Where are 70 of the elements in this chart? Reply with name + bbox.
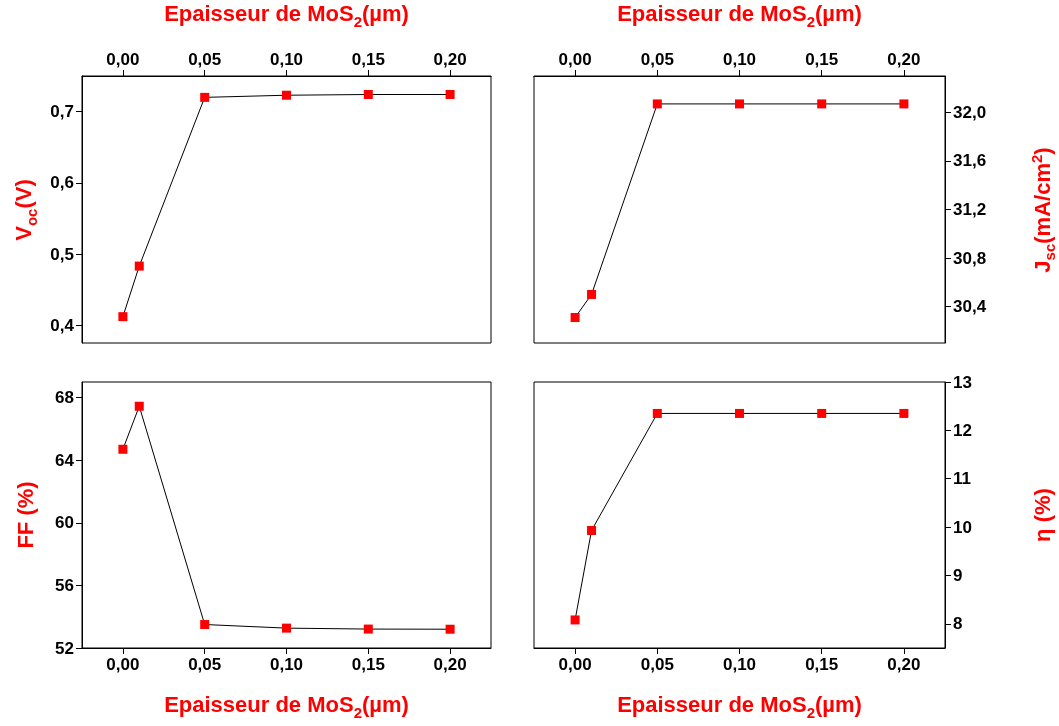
point xyxy=(200,92,210,102)
x-tick-label: 0,05 xyxy=(640,655,674,674)
point xyxy=(570,615,580,625)
y2-tick-label: 10 xyxy=(953,517,972,537)
point xyxy=(282,623,291,633)
x-tick-label: 0,15 xyxy=(351,655,385,674)
point xyxy=(735,99,744,109)
y2-tick-label: 32,0 xyxy=(953,102,987,122)
y2-tick-label: 12 xyxy=(953,420,972,440)
y-tick-label: 52 xyxy=(55,638,74,658)
y2-axis-title: η (%) xyxy=(1030,488,1055,542)
point xyxy=(587,289,597,299)
x-tick-label: 0,10 xyxy=(722,655,757,674)
x-tick-label: 0,05 xyxy=(188,50,222,69)
x-tick-label: 0,00 xyxy=(106,655,140,674)
point xyxy=(735,408,744,418)
y-tick-label: 0,4 xyxy=(50,315,75,335)
point xyxy=(652,99,662,109)
x-axis-title: Epaisseur de MoS$_{2}$(µm) xyxy=(617,692,862,721)
x-tick-label: 0,20 xyxy=(887,50,921,69)
x-tick-label: 0,15 xyxy=(805,655,839,674)
point xyxy=(899,99,909,109)
x-tick-label: 0,00 xyxy=(106,50,140,69)
y-axis-title: FF (%) xyxy=(13,481,38,549)
x-axis-title: Epaisseur de MoS$_{2}$(µm) xyxy=(617,1,862,30)
y-tick-label: 68 xyxy=(55,388,74,408)
y-tick-label: 0,7 xyxy=(50,102,74,122)
point xyxy=(134,401,144,411)
point xyxy=(445,90,455,100)
x-tick-label: 0,20 xyxy=(433,655,467,674)
x-tick-label: 0,10 xyxy=(722,50,757,69)
y2-tick-label: 11 xyxy=(953,469,971,489)
point xyxy=(899,408,909,418)
x-tick-label: 0,20 xyxy=(887,655,921,674)
x-axis-title: Epaisseur de MoS$_{2}$(µm) xyxy=(164,1,409,30)
point xyxy=(134,261,144,271)
y-tick-label: 64 xyxy=(55,450,75,470)
x-axis-title: Epaisseur de MoS$_{2}$(µm) xyxy=(164,692,409,721)
y2-tick-label: 30,4 xyxy=(953,297,987,317)
y-tick-label: 0,6 xyxy=(50,173,74,193)
y2-tick-label: 13 xyxy=(953,372,972,392)
point xyxy=(817,408,827,418)
x-tick-label: 0,15 xyxy=(805,50,839,69)
point xyxy=(445,624,455,634)
point xyxy=(817,99,827,109)
y2-tick-label: 31,2 xyxy=(953,200,987,219)
point xyxy=(587,525,597,535)
point xyxy=(118,444,128,454)
point xyxy=(200,620,210,630)
y-tick-label: 0,5 xyxy=(50,244,74,264)
x-tick-label: 0,20 xyxy=(433,50,467,69)
x-tick-label: 0,10 xyxy=(269,655,304,674)
point xyxy=(118,312,128,322)
y-tick-label: 56 xyxy=(55,575,74,595)
x-tick-label: 0,00 xyxy=(558,655,592,674)
point xyxy=(652,408,662,418)
y2-tick-label: 8 xyxy=(953,614,963,634)
x-tick-label: 0,05 xyxy=(188,655,222,674)
x-tick-label: 0,00 xyxy=(558,50,592,69)
x-tick-label: 0,10 xyxy=(269,50,304,69)
y2-tick-label: 9 xyxy=(953,565,963,585)
point xyxy=(570,313,580,323)
point xyxy=(363,90,373,100)
y2-tick-label: 31,6 xyxy=(953,151,987,171)
y2-tick-label: 30,8 xyxy=(953,248,987,268)
y-tick-label: 60 xyxy=(55,513,74,533)
x-tick-label: 0,15 xyxy=(351,50,385,69)
point xyxy=(282,90,291,100)
point xyxy=(363,624,373,634)
x-tick-label: 0,05 xyxy=(640,50,674,69)
